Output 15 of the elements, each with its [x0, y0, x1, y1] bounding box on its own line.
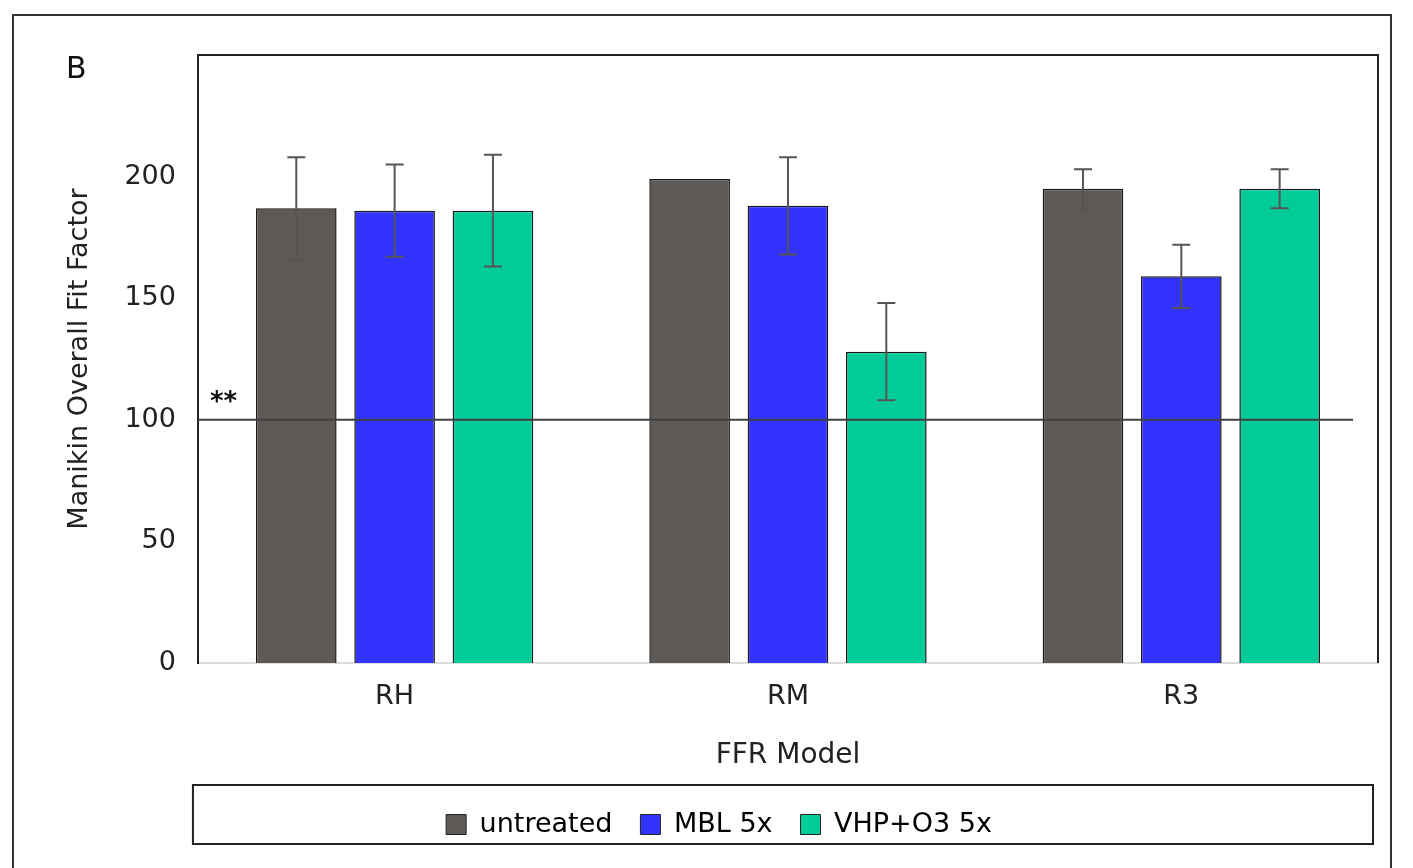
y-tick-label: 150 [124, 280, 176, 312]
y-tick-label: 50 [141, 523, 176, 555]
x-tick-label: RM [766, 679, 809, 711]
y-tick-label: 100 [124, 401, 176, 433]
x-tick-label: RH [375, 679, 415, 711]
x-tick-label: R3 [1163, 679, 1200, 711]
y-axis-title: Manikin Overall Fit Factor [62, 187, 94, 530]
x-axis-title: FFR Model [715, 737, 861, 771]
legend-label: MBL 5x [673, 806, 773, 838]
legend-label: untreated [479, 806, 613, 838]
y-tick-label: 0 [158, 645, 176, 677]
chart-title: B [66, 49, 87, 85]
legend-label: VHP+O3 5x [834, 806, 992, 838]
ref-line-label: ** [209, 385, 238, 416]
y-tick-label: 200 [124, 158, 176, 190]
